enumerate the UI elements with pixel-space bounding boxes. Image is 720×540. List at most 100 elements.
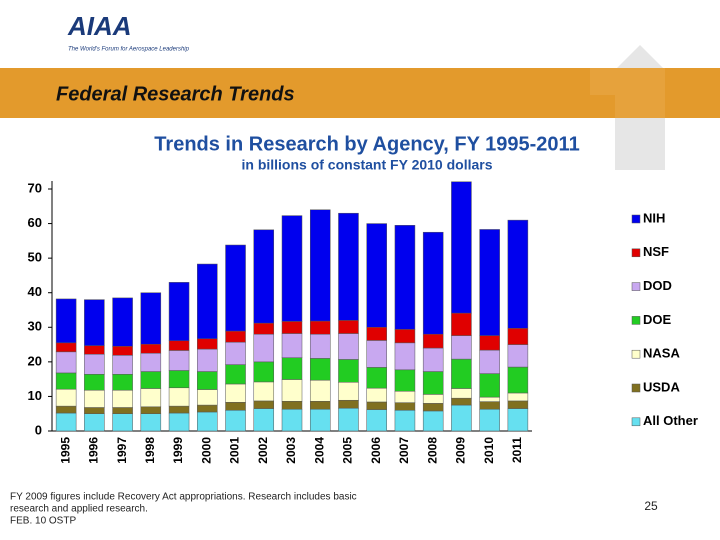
bar-segment	[366, 401, 387, 410]
x-tick-label: 1996	[87, 437, 101, 464]
bar-segment	[507, 366, 529, 394]
bar-segment	[253, 408, 275, 432]
legend-label: NIH	[643, 210, 665, 225]
bar-segment	[451, 312, 472, 336]
x-tick-label: 2004	[312, 437, 326, 464]
bar-segment	[394, 402, 416, 411]
bar-segment	[507, 408, 529, 432]
bar-segment	[225, 341, 246, 365]
x-tick-label: 2009	[454, 437, 468, 464]
bar-segment	[253, 333, 275, 363]
y-tick-label: 60	[28, 215, 42, 230]
x-tick-label: 2003	[284, 437, 298, 464]
bar-segment	[197, 371, 218, 390]
bar-segment	[338, 320, 359, 334]
bar-segment	[338, 382, 359, 401]
bar-segment	[225, 364, 246, 385]
bar-segment	[281, 379, 303, 402]
bar-segment	[309, 320, 331, 335]
footnote: FY 2009 figures include Recovery Act app…	[10, 492, 357, 503]
bar-segment	[140, 343, 162, 354]
bar-segment	[84, 389, 105, 408]
bar-segment	[168, 412, 190, 432]
legend-swatch	[631, 214, 641, 224]
bar-segment	[197, 404, 218, 413]
legend-swatch	[631, 349, 641, 359]
bar-segment	[225, 410, 246, 432]
bar-segment	[422, 394, 444, 404]
bar-segment	[366, 340, 387, 368]
bar-segment	[225, 244, 246, 332]
bar-segment	[338, 407, 359, 432]
bar-segment	[309, 358, 331, 381]
x-tick-label: 2008	[425, 437, 439, 464]
bar-segment	[55, 405, 77, 414]
bar-segment	[225, 383, 246, 403]
bar-segment	[479, 408, 500, 432]
bar-segment	[140, 352, 162, 372]
bar-segment	[84, 374, 105, 391]
bar-segment	[338, 333, 359, 360]
bar-segment	[225, 402, 246, 411]
bar-segment	[168, 282, 190, 342]
bar-segment	[309, 333, 331, 359]
bar-segment	[309, 379, 331, 402]
bar-segment	[451, 335, 472, 360]
bar-segment	[394, 329, 416, 344]
bar-segment	[394, 369, 416, 392]
bar-segment	[479, 229, 500, 336]
bar-segment	[422, 371, 444, 395]
bar-segment	[281, 321, 303, 334]
bar-segment	[112, 389, 133, 408]
y-tick-label: 40	[28, 284, 42, 299]
legend-swatch	[631, 248, 641, 258]
arrow-overlay	[590, 68, 665, 118]
bar-segment	[309, 401, 331, 410]
bar-segment	[140, 371, 162, 389]
slide-title: Federal Research Trends	[56, 83, 295, 105]
legend-swatch	[631, 383, 641, 393]
bar-segment	[479, 335, 500, 351]
chart-title: Trends in Research by Agency, FY 1995-20…	[154, 133, 579, 155]
bar-segment	[197, 411, 218, 432]
bar-segment	[84, 407, 105, 414]
bar-segment	[112, 407, 133, 414]
bar-segment	[197, 389, 218, 406]
legend-label: NASA	[643, 346, 680, 361]
bar-segment	[225, 330, 246, 343]
bar-segment	[253, 229, 275, 324]
bar-segment	[84, 413, 105, 432]
legend-label: DOE	[643, 312, 672, 327]
bar-segment	[422, 410, 444, 432]
legend-label: NSF	[643, 244, 669, 259]
footnote: FEB. 10 OSTP	[10, 516, 76, 527]
bar-segment	[422, 347, 444, 372]
bar-segment	[253, 322, 275, 335]
y-tick-label: 50	[28, 250, 42, 265]
logo: AIAA	[67, 11, 132, 41]
x-tick-label: 2002	[256, 437, 270, 464]
bar-segment	[507, 328, 529, 345]
bar-segment	[281, 401, 303, 410]
bar-segment	[451, 358, 472, 389]
bar-segment	[84, 345, 105, 355]
bar-segment	[422, 403, 444, 412]
x-tick-label: 2005	[341, 437, 355, 464]
bar-segment	[507, 219, 529, 329]
bar-segment	[112, 374, 133, 391]
bar-segment	[197, 338, 218, 350]
x-tick-label: 2006	[369, 437, 383, 464]
bar-segment	[338, 359, 359, 383]
x-tick-label: 2011	[510, 437, 524, 463]
legend-label: All Other	[643, 413, 698, 428]
bar-segment	[281, 215, 303, 322]
x-tick-label: 1995	[58, 437, 72, 464]
legend-swatch	[631, 282, 641, 291]
bar-segment	[394, 225, 416, 330]
bar-segment	[140, 292, 162, 345]
bar-segment	[84, 354, 105, 375]
bar-segment	[140, 413, 162, 432]
bar-segment	[168, 405, 190, 414]
bar-segment	[366, 367, 387, 389]
legend-swatch	[631, 316, 641, 325]
